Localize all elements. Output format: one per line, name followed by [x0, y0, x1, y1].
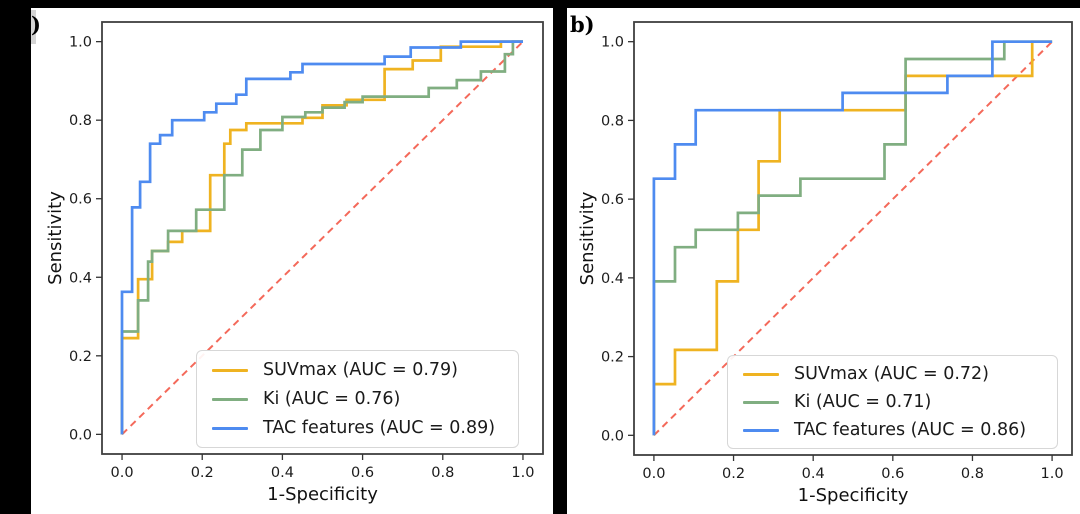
- x-tick-label: 0.2: [722, 466, 745, 482]
- x-tick-label: 0.8: [961, 466, 984, 482]
- roc-curve-ki: [120, 40, 523, 435]
- legend-item: SUVmax (AUC = 0.72): [743, 364, 1057, 384]
- legend-label-suvmax: SUVmax (AUC = 0.72): [794, 364, 989, 384]
- y-axis-title: Sensitivity: [577, 191, 598, 285]
- legend-item: Ki (AUC = 0.71): [743, 392, 1057, 412]
- legend-item: SUVmax (AUC = 0.79): [212, 360, 518, 380]
- legend-line-swatch-tac: [743, 428, 779, 432]
- roc-panel-b: 0.0 0.2 0.4 0.6 0.8 1.0 0.0 0.2 0.4 0.6 0.8 1.0 1-Sp…: [567, 8, 1080, 514]
- panel-b-label: b): [570, 12, 595, 37]
- y-tick-label: 0.8: [69, 113, 92, 129]
- legend-label-suvmax: SUVmax (AUC = 0.79): [263, 360, 458, 380]
- y-tick-label: 0.0: [601, 428, 624, 444]
- roc-curve-ki: [652, 40, 1053, 436]
- legend-line-swatch-suvmax: [743, 372, 779, 376]
- roc-panel-a: 0.0 0.2 0.4 0.6 0.8 1.0 0.0 0.2 0.4 0.6 0.8 1.0 1-Sp…: [31, 8, 553, 514]
- legend-label-tac: TAC features (AUC = 0.86): [794, 420, 1027, 440]
- y-axis-title: Sensitivity: [45, 191, 66, 285]
- y-tick-label: 0.0: [69, 427, 92, 443]
- y-tick-label: 0.6: [69, 192, 92, 208]
- legend-label-ki: Ki (AUC = 0.76): [263, 389, 401, 409]
- y-tick-label: 1.0: [601, 35, 624, 51]
- black-border-middle: [553, 0, 567, 514]
- legend-a: SUVmax (AUC = 0.79) Ki (AUC = 0.76) TAC …: [196, 350, 519, 448]
- axis-ticks: 0.0 0.2 0.4 0.6 0.8 1.0 0.0 0.2 0.4 0.6 0.8 1.0: [69, 35, 535, 481]
- legend-item: Ki (AUC = 0.76): [212, 389, 518, 409]
- x-tick-label: 0.6: [881, 466, 904, 482]
- black-border-top: [0, 0, 1080, 8]
- roc-curve-tac-features: [652, 40, 1053, 436]
- y-tick-label: 1.0: [69, 35, 92, 51]
- x-tick-label: 0.4: [802, 466, 825, 482]
- x-tick-label: 0.8: [431, 465, 454, 481]
- legend-line-swatch-suvmax: [212, 368, 248, 372]
- black-border-left: [0, 0, 31, 514]
- x-tick-label: 0.2: [191, 465, 214, 481]
- axis-ticks: 0.0 0.2 0.4 0.6 0.8 1.0 0.0 0.2 0.4 0.6 0.8 1.0: [601, 35, 1064, 482]
- y-tick-label: 0.2: [601, 350, 624, 366]
- y-tick-label: 0.2: [69, 349, 92, 365]
- x-tick-label: 0.0: [111, 465, 134, 481]
- x-tick-label: 1.0: [511, 465, 534, 481]
- y-tick-label: 0.6: [601, 192, 624, 208]
- panel-a-label: ): [31, 12, 41, 37]
- legend-item: TAC features (AUC = 0.89): [212, 418, 518, 438]
- roc-curve-tac-features: [120, 40, 523, 435]
- x-tick-label: 0.0: [642, 466, 665, 482]
- legend-item: TAC features (AUC = 0.86): [743, 420, 1057, 440]
- legend-label-tac: TAC features (AUC = 0.89): [263, 418, 496, 438]
- chance-diagonal: [121, 40, 524, 436]
- x-tick-label: 1.0: [1041, 466, 1064, 482]
- legend-b: SUVmax (AUC = 0.72) Ki (AUC = 0.71) TAC …: [727, 355, 1058, 449]
- legend-line-swatch-tac: [212, 426, 248, 430]
- legend-line-swatch-ki: [743, 400, 779, 404]
- x-axis-title: 1-Specificity: [267, 484, 378, 505]
- legend-line-swatch-ki: [212, 397, 248, 401]
- chance-diagonal: [653, 40, 1053, 437]
- legend-label-ki: Ki (AUC = 0.71): [794, 392, 932, 412]
- scan-artifact: [31, 10, 36, 44]
- y-tick-label: 0.8: [601, 113, 624, 129]
- x-tick-label: 0.4: [271, 465, 294, 481]
- x-tick-label: 0.6: [351, 465, 374, 481]
- y-tick-label: 0.4: [69, 270, 92, 286]
- y-tick-label: 0.4: [601, 271, 624, 287]
- x-axis-title: 1-Specificity: [798, 485, 909, 506]
